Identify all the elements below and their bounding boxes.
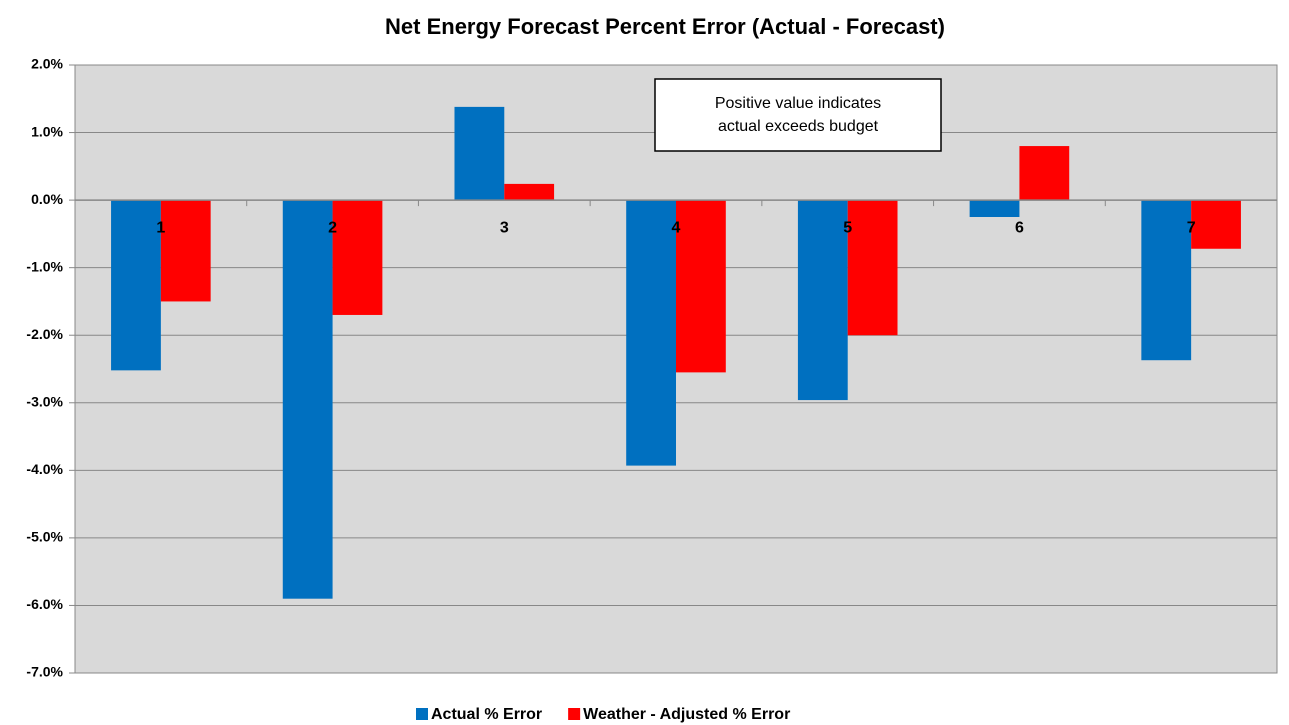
legend-swatch [568, 708, 581, 720]
y-tick-label: -7.0% [26, 664, 63, 680]
x-tick-label: 6 [1015, 219, 1024, 236]
bar [676, 200, 726, 373]
bar [626, 200, 676, 466]
bar [504, 183, 555, 201]
annotation-box [654, 78, 942, 152]
x-tick-label: 1 [156, 219, 165, 236]
bar [969, 200, 1020, 217]
legend-swatch [416, 708, 428, 720]
bar [282, 200, 333, 599]
legend-label: Weather - Adjusted % Error [583, 706, 790, 723]
bar [160, 200, 211, 302]
y-tick-label: -4.0% [26, 461, 63, 477]
bar [797, 200, 848, 401]
legend-label: Actual % Error [431, 706, 542, 723]
x-tick-label: 7 [1187, 219, 1196, 236]
y-tick-label: -6.0% [26, 596, 63, 612]
x-tick-label: 4 [672, 219, 681, 236]
y-tick-label: 0.0% [31, 191, 63, 207]
bar [454, 106, 505, 201]
x-tick-label: 5 [843, 219, 852, 236]
y-tick-label: -2.0% [26, 326, 63, 342]
bar [1191, 200, 1241, 249]
y-tick-label: -5.0% [26, 529, 63, 545]
x-tick-label: 2 [328, 219, 337, 236]
y-tick-label: -1.0% [26, 258, 63, 274]
bar [111, 200, 161, 371]
bar [1141, 200, 1192, 361]
bar [1019, 146, 1070, 201]
y-tick-label: 1.0% [31, 123, 63, 139]
x-tick-label: 3 [500, 219, 509, 236]
annotation: Positive value indicates [715, 95, 881, 112]
y-tick-label: -3.0% [26, 393, 63, 409]
bar [847, 200, 898, 336]
y-tick-label: 2.0% [31, 56, 63, 72]
chart-title: Net Energy Forecast Percent Error (Actua… [385, 14, 945, 39]
bar [332, 200, 383, 315]
annotation: actual exceeds budget [718, 118, 879, 135]
